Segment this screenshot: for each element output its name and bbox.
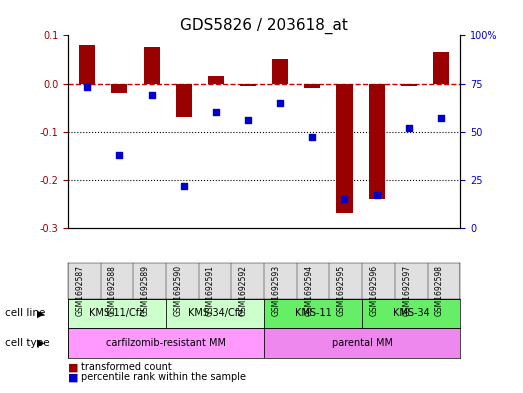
FancyBboxPatch shape xyxy=(264,299,362,328)
Point xyxy=(405,125,413,131)
Text: GSM1692588: GSM1692588 xyxy=(108,265,117,316)
Text: GSM1692596: GSM1692596 xyxy=(370,265,379,316)
Text: percentile rank within the sample: percentile rank within the sample xyxy=(81,372,246,382)
Text: GSM1692592: GSM1692592 xyxy=(239,265,248,316)
Text: KMS-34: KMS-34 xyxy=(393,309,429,318)
Point xyxy=(115,152,123,158)
Bar xyxy=(143,48,160,83)
Point xyxy=(372,192,381,198)
Text: cell line: cell line xyxy=(5,309,46,318)
Text: ■: ■ xyxy=(68,372,78,382)
Title: GDS5826 / 203618_at: GDS5826 / 203618_at xyxy=(180,18,348,34)
Text: GSM1692587: GSM1692587 xyxy=(75,265,84,316)
FancyBboxPatch shape xyxy=(68,328,264,358)
Bar xyxy=(208,76,224,83)
Point xyxy=(244,117,252,123)
FancyBboxPatch shape xyxy=(264,328,460,358)
Text: ▶: ▶ xyxy=(37,309,44,318)
Text: GSM1692598: GSM1692598 xyxy=(435,265,444,316)
Bar xyxy=(111,83,128,93)
Text: GSM1692591: GSM1692591 xyxy=(206,265,215,316)
FancyBboxPatch shape xyxy=(166,299,264,328)
Text: KMS-11/Cfz: KMS-11/Cfz xyxy=(89,309,144,318)
Point xyxy=(276,99,285,106)
Text: parental MM: parental MM xyxy=(332,338,393,348)
Text: ■: ■ xyxy=(68,362,78,373)
Text: KMS-11: KMS-11 xyxy=(295,309,332,318)
Bar xyxy=(240,83,256,86)
Point xyxy=(340,196,349,202)
Text: ▶: ▶ xyxy=(37,338,44,348)
Text: GSM1692590: GSM1692590 xyxy=(174,265,183,316)
Text: GSM1692593: GSM1692593 xyxy=(271,265,280,316)
Text: cell type: cell type xyxy=(5,338,50,348)
Bar xyxy=(433,52,449,83)
Point xyxy=(437,115,445,121)
Bar xyxy=(176,83,192,117)
Point xyxy=(83,84,92,90)
Point xyxy=(308,134,316,141)
Text: GSM1692589: GSM1692589 xyxy=(141,265,150,316)
Point xyxy=(212,109,220,116)
Text: GSM1692595: GSM1692595 xyxy=(337,265,346,316)
FancyBboxPatch shape xyxy=(68,299,166,328)
Bar xyxy=(79,45,95,83)
Text: GSM1692594: GSM1692594 xyxy=(304,265,313,316)
Text: KMS-34/Cfz: KMS-34/Cfz xyxy=(188,309,243,318)
Point xyxy=(147,92,156,98)
FancyBboxPatch shape xyxy=(362,299,460,328)
Bar xyxy=(304,83,321,88)
Text: transformed count: transformed count xyxy=(81,362,172,373)
Bar xyxy=(401,83,417,86)
Bar xyxy=(272,59,288,83)
Bar xyxy=(336,83,353,213)
Text: carfilzomib-resistant MM: carfilzomib-resistant MM xyxy=(106,338,226,348)
Bar xyxy=(369,83,385,199)
Text: GSM1692597: GSM1692597 xyxy=(402,265,411,316)
Point xyxy=(179,182,188,189)
